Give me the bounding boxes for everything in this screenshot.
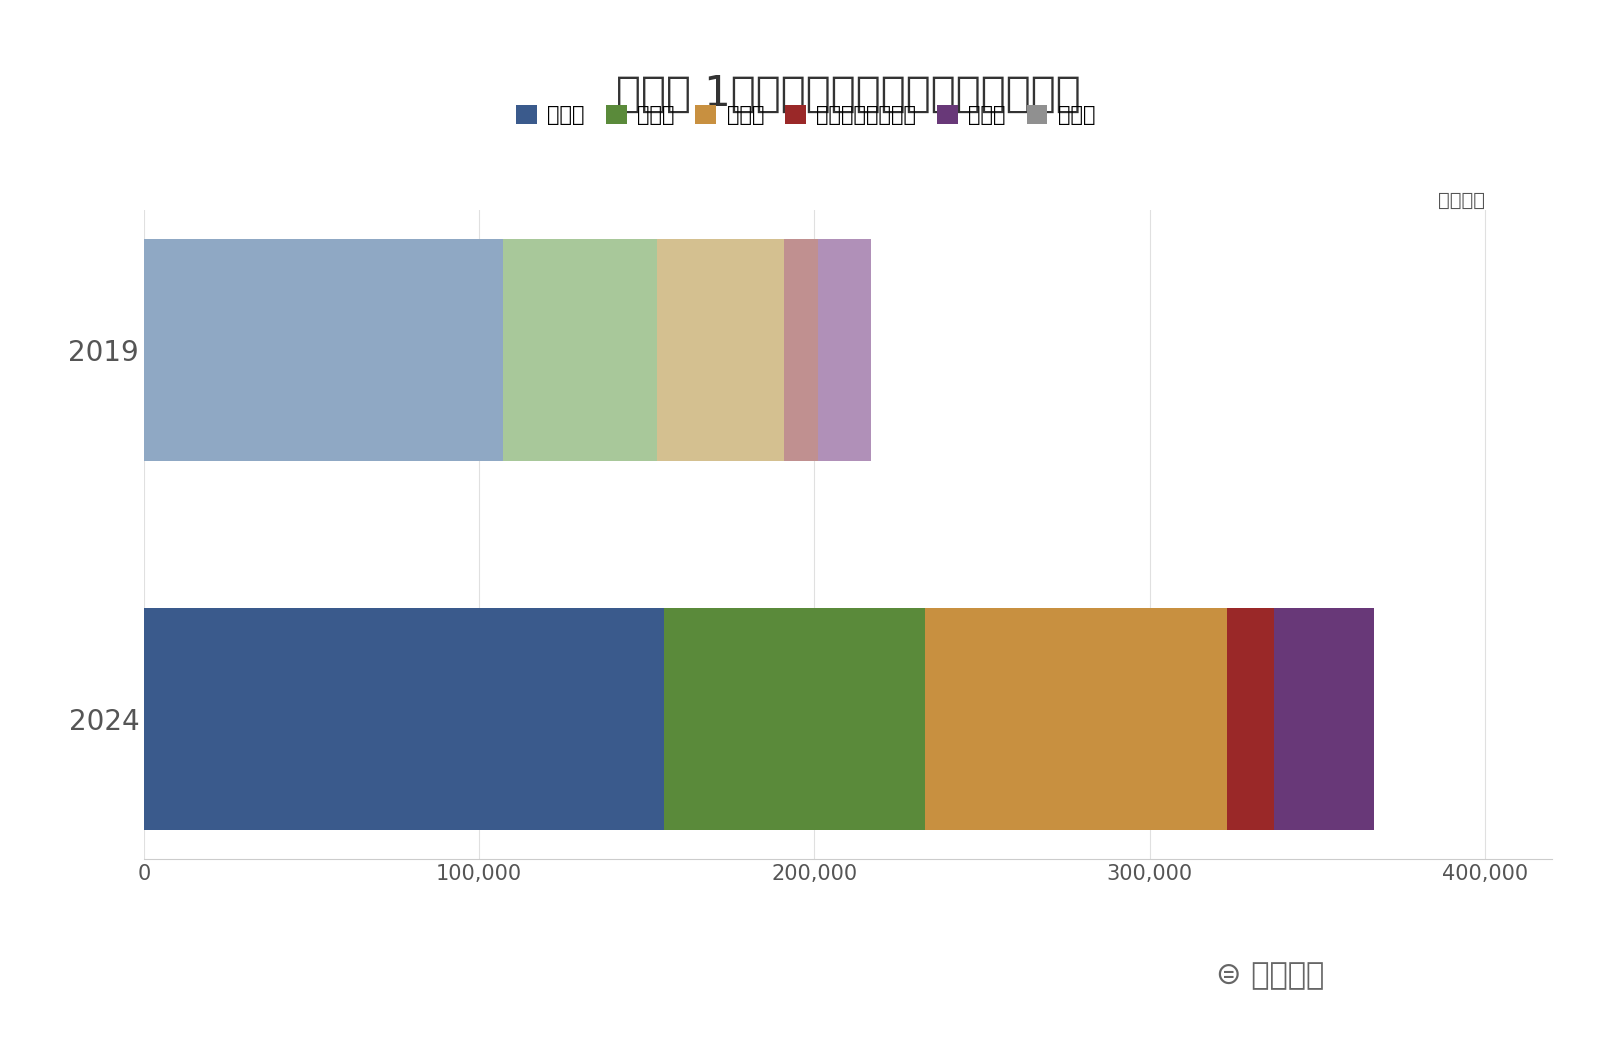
Bar — [925, 608, 1227, 830]
Bar — [502, 239, 658, 461]
Text: ⊜ 訪日ラボ: ⊜ 訪日ラボ — [1216, 961, 1325, 990]
Bar — [1227, 608, 1274, 830]
Title: 費目別 1人あたり訪日スペイン人消費額: 費目別 1人あたり訪日スペイン人消費額 — [616, 72, 1080, 114]
Text: （万円）: （万円） — [1438, 191, 1485, 210]
Bar — [658, 239, 784, 461]
Legend: 宿泊費, 飲食費, 交通費, 娯楽等サービス費, 買物代, その他: 宿泊費, 飲食費, 交通費, 娯楽等サービス費, 買物代, その他 — [507, 96, 1104, 134]
Bar — [784, 239, 818, 461]
Bar — [818, 239, 872, 461]
Bar — [1274, 608, 1374, 830]
Bar — [144, 239, 502, 461]
Bar — [664, 608, 925, 830]
Bar — [144, 608, 664, 830]
